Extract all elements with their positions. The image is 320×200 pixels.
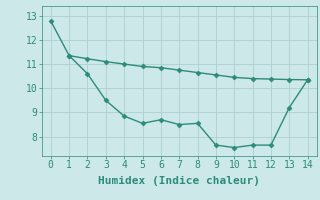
X-axis label: Humidex (Indice chaleur): Humidex (Indice chaleur) bbox=[98, 176, 260, 186]
